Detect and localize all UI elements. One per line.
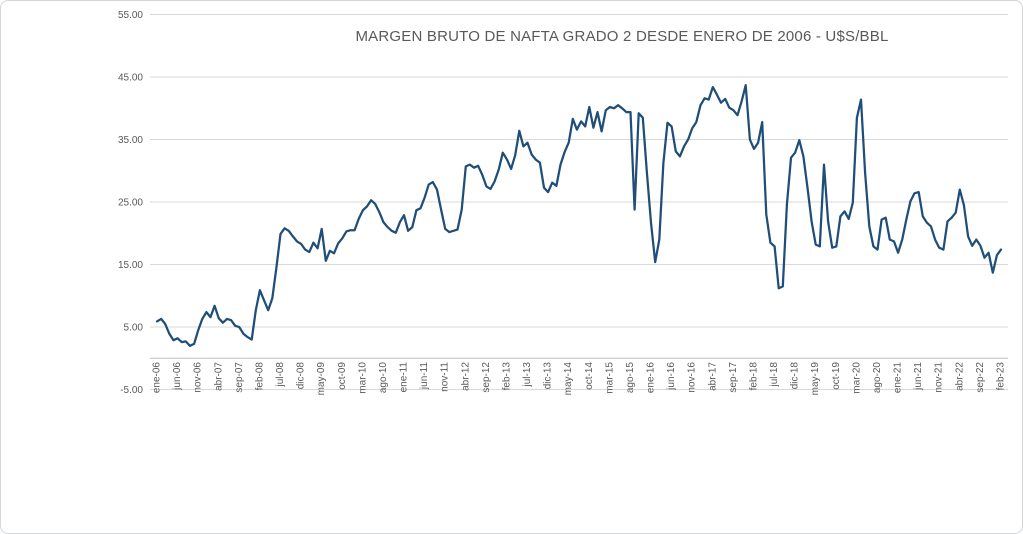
y-tick-label: 5.00 bbox=[124, 323, 144, 334]
chart-title: MARGEN BRUTO DE NAFTA GRADO 2 DESDE ENER… bbox=[355, 28, 888, 45]
x-tick-label: abr-12 bbox=[460, 362, 471, 391]
x-tick-label: feb-23 bbox=[996, 362, 1007, 391]
y-tick-label: 15.00 bbox=[118, 260, 143, 271]
x-tick-label: nov-06 bbox=[193, 362, 204, 393]
x-tick-label: oct-14 bbox=[584, 362, 595, 390]
x-tick-label: feb-13 bbox=[501, 362, 512, 391]
x-tick-label: jun-16 bbox=[666, 362, 677, 391]
x-tick-label: jun-21 bbox=[913, 362, 924, 391]
x-tick-label: nov-21 bbox=[934, 362, 945, 393]
x-tick-label: ago-15 bbox=[625, 362, 636, 394]
y-axis-labels: 55.00 45.00 35.00 25.00 15.00 5.00 -5.00 bbox=[118, 10, 143, 396]
x-tick-label: mar-20 bbox=[851, 362, 862, 394]
y-tick-label: -5.00 bbox=[120, 385, 143, 396]
series-line bbox=[155, 84, 1003, 347]
x-tick-label: jul-13 bbox=[522, 362, 533, 388]
x-tick-label: abr-07 bbox=[213, 362, 224, 391]
x-axis-labels: ene-06 jun-06 nov-06 abr-07 sep-07 feb-08 jul-… bbox=[152, 362, 1007, 396]
x-tick-label: dic-08 bbox=[296, 362, 307, 390]
y-tick-label: 35.00 bbox=[118, 135, 143, 146]
x-tick-label: oct-09 bbox=[337, 362, 348, 390]
x-tick-label: ene-21 bbox=[893, 362, 904, 394]
x-tick-label: sep-07 bbox=[234, 362, 245, 393]
y-tick-label: 25.00 bbox=[118, 198, 143, 209]
x-tick-label: jun-06 bbox=[172, 362, 183, 391]
x-tick-label: jul-18 bbox=[769, 362, 780, 388]
x-tick-label: mar-15 bbox=[604, 362, 615, 394]
x-tick-label: mar-10 bbox=[357, 362, 368, 394]
x-tick-label: jul-08 bbox=[275, 362, 286, 388]
y-tick-label: 45.00 bbox=[118, 73, 143, 84]
x-tick-label: abr-17 bbox=[707, 362, 718, 391]
x-tick-label: may-09 bbox=[316, 362, 327, 396]
x-tick-label: sep-17 bbox=[728, 362, 739, 393]
x-tick-label: may-19 bbox=[810, 362, 821, 396]
x-tick-label: feb-08 bbox=[254, 362, 265, 391]
x-tick-label: ene-16 bbox=[646, 362, 657, 394]
gridlines bbox=[150, 14, 1008, 391]
x-tick-label: ene-06 bbox=[152, 362, 163, 394]
x-tick-label: dic-13 bbox=[543, 362, 554, 390]
x-tick-label: sep-12 bbox=[481, 362, 492, 393]
x-tick-label: feb-18 bbox=[748, 362, 759, 391]
x-tick-label: sep-22 bbox=[975, 362, 986, 393]
x-tick-label: ago-20 bbox=[872, 362, 883, 394]
x-tick-label: nov-11 bbox=[440, 362, 451, 392]
x-tick-label: nov-16 bbox=[687, 362, 698, 393]
x-tick-label: jun-11 bbox=[419, 362, 430, 390]
x-tick-label: ene-11 bbox=[399, 362, 410, 393]
x-tick-label: dic-18 bbox=[790, 362, 801, 390]
x-tick-label: oct-19 bbox=[831, 362, 842, 390]
x-tick-label: ago-10 bbox=[378, 362, 389, 394]
x-tick-label: abr-22 bbox=[954, 362, 965, 391]
y-tick-label: 55.00 bbox=[118, 10, 143, 21]
x-tick-label: may-14 bbox=[563, 362, 574, 396]
